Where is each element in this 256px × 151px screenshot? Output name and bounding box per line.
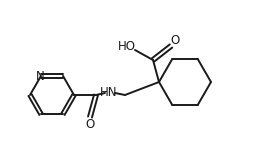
Text: N: N <box>36 71 44 84</box>
Text: O: O <box>85 117 95 130</box>
Text: HO: HO <box>118 40 136 53</box>
Text: HN: HN <box>100 85 118 98</box>
Text: O: O <box>170 34 180 48</box>
